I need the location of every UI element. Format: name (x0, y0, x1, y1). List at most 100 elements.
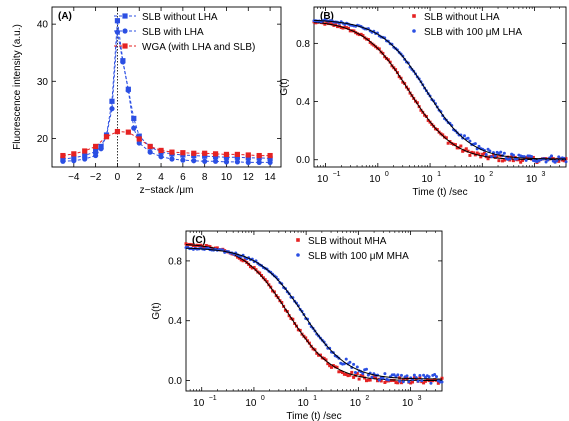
data-point (337, 370, 341, 374)
data-point (359, 32, 363, 36)
data-point (131, 115, 137, 122)
data-point (385, 379, 389, 383)
x-tick-label: 10 (193, 398, 205, 409)
data-point (418, 376, 422, 380)
fit-line (185, 244, 443, 382)
data-point (390, 42, 394, 46)
data-point (323, 22, 327, 26)
series-1 (184, 242, 444, 385)
data-point (114, 18, 121, 24)
data-point (348, 373, 352, 377)
legend-item: SLB with LHA (114, 27, 204, 38)
data-point (493, 154, 497, 158)
data-point (109, 98, 115, 104)
series-1 (312, 20, 568, 164)
data-point (263, 278, 267, 282)
x-tick-label: 6 (180, 172, 186, 183)
data-point (328, 22, 332, 26)
data-point (98, 146, 104, 152)
data-point (336, 25, 340, 29)
data-point (136, 136, 142, 142)
data-point (346, 26, 350, 30)
data-point (256, 159, 262, 166)
series-1 (60, 18, 273, 162)
y-tick-label: 40 (37, 20, 49, 31)
x-tick-label: 8 (202, 172, 208, 183)
data-point (381, 376, 385, 380)
data-point (370, 42, 374, 46)
data-point (399, 373, 403, 377)
data-point (245, 152, 251, 158)
data-point (392, 373, 396, 377)
data-point (555, 159, 559, 163)
data-point (524, 156, 528, 160)
data-point (298, 328, 302, 332)
data-point (481, 152, 485, 156)
data-point (423, 113, 427, 117)
x-tick-label: 10 (317, 174, 329, 185)
legend: SLB without MHA SLB with 100 μM MHA (296, 236, 409, 262)
data-point (223, 151, 230, 158)
data-point (468, 139, 472, 143)
legend-item: WGA (with LHA and SLB) (114, 42, 255, 53)
x-tick-label: 10 (369, 174, 381, 185)
data-point (315, 351, 319, 355)
data-point (325, 21, 329, 25)
x-tick-label: 14 (265, 172, 277, 183)
data-point (508, 157, 512, 161)
data-point (415, 101, 419, 105)
series-2 (184, 245, 444, 385)
data-point (475, 151, 479, 155)
data-point (234, 159, 240, 165)
data-point (433, 372, 437, 376)
data-point (401, 380, 405, 384)
data-point (472, 151, 476, 155)
data-point (339, 25, 343, 29)
y-axis-label: G(t) (279, 78, 290, 95)
data-point (125, 129, 131, 135)
data-point (419, 108, 423, 112)
legend-label: WGA (with LHA and SLB) (142, 42, 255, 53)
data-point (114, 29, 121, 35)
data-point (147, 143, 153, 150)
data-point (455, 146, 459, 150)
data-point (245, 155, 251, 161)
data-point (399, 381, 403, 385)
data-point (444, 136, 448, 140)
data-point (488, 149, 492, 153)
data-point (436, 381, 440, 385)
legend-label: SLB with LHA (142, 27, 204, 38)
data-point (429, 381, 433, 385)
data-point (328, 346, 332, 350)
data-point (502, 151, 506, 155)
x-tick-label: 10 (422, 174, 434, 185)
data-point (394, 381, 398, 385)
data-point (158, 147, 164, 154)
data-point (355, 365, 359, 369)
data-point (324, 358, 328, 362)
legend-marker (296, 253, 300, 257)
x-tick-exponent: 2 (365, 395, 369, 402)
data-point (352, 375, 356, 379)
data-point (557, 155, 561, 159)
data-point (180, 157, 186, 163)
data-point (520, 158, 524, 162)
data-point (202, 158, 208, 164)
data-point (549, 154, 553, 158)
x-tick-label: 10 (245, 398, 257, 409)
data-point (109, 106, 115, 112)
data-point (479, 155, 483, 159)
data-point (564, 160, 568, 164)
data-point (511, 159, 515, 163)
x-tick-label: 10 (221, 172, 233, 183)
data-point (317, 353, 321, 357)
data-point (361, 34, 365, 38)
data-point (103, 134, 110, 140)
data-point (169, 156, 175, 162)
data-point (191, 158, 197, 164)
series-3 (60, 128, 273, 159)
data-point (82, 152, 88, 159)
x-tick-exponent: 3 (542, 171, 546, 178)
